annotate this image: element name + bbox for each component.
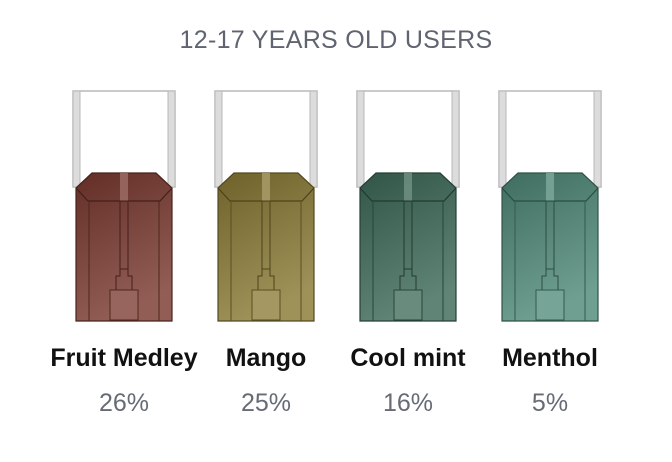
flavor-label: Cool mint [350, 344, 466, 372]
pod-bar [72, 90, 176, 322]
pod-bar [356, 90, 460, 322]
flavor-label: Fruit Medley [50, 344, 198, 372]
pod-graphic [72, 90, 176, 322]
flavor-label: Menthol [502, 344, 598, 372]
percent-label: 16% [382, 389, 434, 417]
pod-bar [214, 90, 318, 322]
flavor-label: Mango [225, 344, 307, 372]
pod-bar [498, 90, 602, 322]
percent-label: 5% [531, 389, 569, 417]
percent-label: 26% [98, 389, 150, 417]
chart-title: 12-17 YEARS OLD USERS [179, 26, 493, 54]
pod-graphic [498, 90, 602, 322]
pod-graphic [214, 90, 318, 322]
percent-label: 25% [240, 389, 292, 417]
pod-graphic [356, 90, 460, 322]
